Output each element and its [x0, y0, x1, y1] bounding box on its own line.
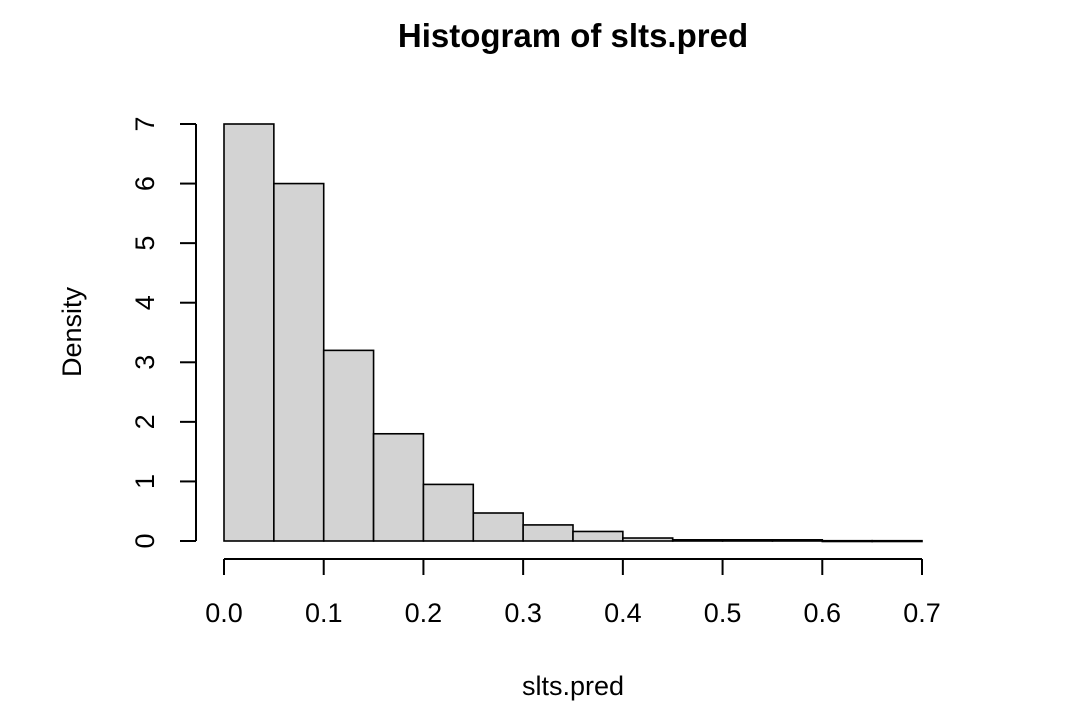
x-axis-label: slts.pred [522, 671, 624, 701]
histogram-bar [273, 182, 325, 542]
x-axis: 0.0 0.1 0.2 0.3 0.4 0.5 0.6 0.7 [205, 558, 941, 628]
x-tick-label: 0.0 [205, 598, 243, 628]
y-tick-label: 3 [130, 355, 160, 370]
histogram-bar [472, 512, 524, 542]
histogram-bars [223, 123, 923, 543]
y-tick-label: 0 [130, 533, 160, 548]
histogram-bar [871, 539, 923, 543]
y-tick-label: 5 [130, 236, 160, 251]
histogram-bar [721, 539, 774, 542]
x-tick-label: 0.1 [305, 598, 343, 628]
y-axis-label: Density [57, 286, 87, 377]
histogram-bar [522, 524, 574, 542]
histogram-bar [372, 432, 425, 542]
y-tick-label: 2 [130, 414, 160, 429]
x-tick-label: 0.2 [405, 598, 443, 628]
x-tick-label: 0.7 [903, 598, 941, 628]
x-tick-label: 0.6 [804, 598, 842, 628]
histogram-bar [821, 539, 873, 543]
histogram-bar [223, 123, 275, 542]
y-tick-label: 4 [130, 295, 160, 310]
x-tick-label: 0.3 [504, 598, 542, 628]
histogram-bar [322, 349, 375, 542]
histogram-bar [572, 530, 624, 542]
histogram-bar [422, 483, 475, 542]
y-tick-label: 6 [130, 176, 160, 191]
x-tick-label: 0.5 [704, 598, 742, 628]
histogram-bar [771, 539, 824, 542]
y-axis: 0 1 2 3 4 5 6 7 [130, 116, 197, 549]
x-tick-label: 0.4 [604, 598, 642, 628]
y-tick-label: 1 [130, 474, 160, 489]
chart-title: Histogram of slts.pred [398, 17, 748, 54]
histogram-bar [671, 539, 724, 542]
y-tick-label: 7 [130, 116, 160, 131]
histogram-bar [622, 537, 674, 542]
